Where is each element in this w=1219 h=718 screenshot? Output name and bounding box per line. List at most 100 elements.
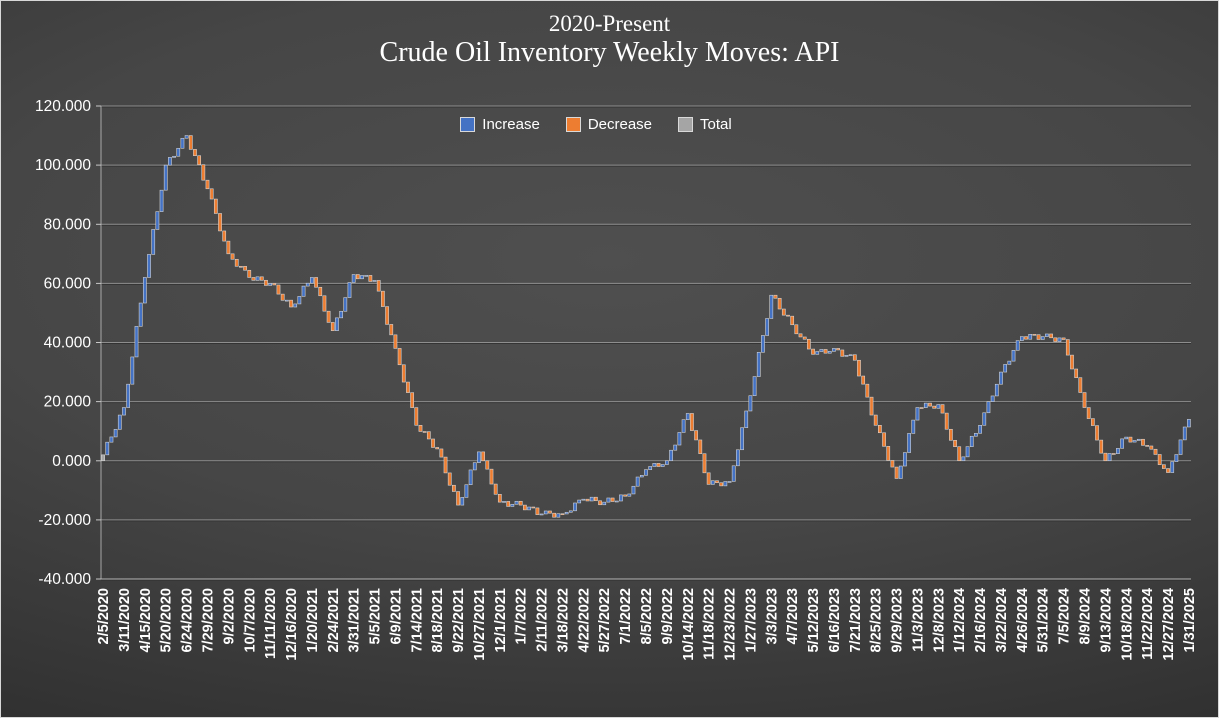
waterfall-bar	[556, 513, 561, 518]
waterfall-bar	[514, 500, 519, 505]
waterfall-bar	[314, 277, 318, 288]
waterfall-bar	[234, 258, 239, 267]
waterfall-bar	[268, 283, 272, 286]
waterfall-bar	[293, 303, 298, 308]
legend-item-total[interactable]: Total	[678, 116, 732, 133]
waterfall-bar	[247, 269, 252, 278]
waterfall-bar	[264, 279, 268, 286]
waterfall-bar	[243, 266, 247, 271]
waterfall-bar	[347, 282, 352, 298]
waterfall-bar	[456, 491, 460, 506]
waterfall-bar	[168, 157, 172, 166]
x-axis-label: 6/16/2023	[827, 588, 843, 653]
y-axis-label: 60.000	[44, 275, 92, 292]
waterfall-bar	[911, 419, 916, 434]
waterfall-bar	[1124, 436, 1129, 440]
waterfall-bar	[1095, 425, 1099, 441]
waterfall-bar	[1020, 336, 1024, 341]
waterfall-bar	[151, 229, 156, 255]
waterfall-bar	[1153, 448, 1158, 455]
waterfall-bar	[999, 371, 1003, 385]
waterfall-bar	[343, 297, 348, 312]
legend-label-decrease: Decrease	[587, 116, 653, 133]
waterfall-bar	[176, 147, 181, 157]
y-axis-label: -40.000	[38, 571, 91, 588]
waterfall-bar	[710, 480, 715, 485]
waterfall-bar	[815, 351, 820, 355]
waterfall-bar	[414, 407, 419, 426]
waterfall-bar	[781, 308, 786, 316]
x-axis-label: 12/23/2022	[723, 588, 739, 661]
waterfall-bar	[598, 500, 602, 506]
x-axis-label: 6/9/2021	[388, 588, 404, 644]
waterfall-bar	[113, 429, 118, 438]
x-axis-label: 8/5/2022	[639, 588, 655, 644]
waterfall-bar	[435, 447, 440, 450]
waterfall-bar	[184, 135, 189, 139]
waterfall-bar	[1065, 339, 1070, 356]
waterfall-bar	[1045, 333, 1049, 337]
waterfall-bar	[422, 431, 427, 433]
total-swatch-icon	[678, 117, 694, 132]
waterfall-bar	[239, 266, 243, 268]
waterfall-bar	[560, 513, 565, 515]
waterfall-bar	[944, 412, 949, 430]
waterfall-bar	[932, 405, 937, 409]
waterfall-bar	[669, 449, 673, 462]
waterfall-bar	[122, 407, 126, 416]
waterfall-bar	[644, 469, 648, 476]
waterfall-bar	[878, 425, 882, 434]
y-axis-label: 40.000	[44, 335, 92, 352]
legend-item-increase[interactable]: Increase	[460, 116, 540, 133]
waterfall-bar	[677, 432, 682, 446]
x-axis-label: 11/18/2022	[702, 588, 718, 660]
waterfall-bar	[406, 381, 410, 393]
waterfall-bar	[736, 449, 740, 467]
x-axis-label: 10/14/2022	[681, 588, 697, 661]
waterfall-bar	[840, 349, 845, 357]
waterfall-bar	[673, 444, 678, 451]
waterfall-bar	[769, 294, 774, 319]
waterfall-bar	[869, 396, 874, 416]
waterfall-bar	[568, 510, 573, 513]
waterfall-bar	[852, 354, 857, 361]
waterfall-bar	[1028, 334, 1033, 340]
waterfall-bar	[472, 462, 477, 471]
x-axis-label: 7/14/2021	[409, 588, 425, 653]
x-axis-label: 12/1/2021	[493, 588, 509, 653]
waterfall-bar	[418, 425, 423, 432]
waterfall-bar	[994, 383, 999, 397]
waterfall-bar	[230, 253, 235, 260]
waterfall-bar	[1116, 448, 1120, 454]
x-axis-label: 4/7/2023	[785, 588, 801, 644]
waterfall-bar	[506, 501, 511, 507]
waterfall-bar	[807, 338, 811, 350]
waterfall-bar	[397, 348, 402, 366]
waterfall-bar	[1015, 340, 1020, 351]
waterfall-bar	[410, 392, 414, 408]
waterfall-bar	[351, 274, 356, 283]
y-axis-label: 120.000	[35, 98, 91, 115]
waterfall-bar	[335, 317, 339, 331]
waterfall-bar	[1157, 454, 1162, 465]
x-axis-label: 8/9/2024	[1078, 588, 1094, 644]
x-axis-label: 12/16/2020	[284, 588, 300, 661]
waterfall-bar	[589, 496, 594, 502]
x-axis-label: 2/24/2021	[326, 588, 342, 653]
waterfall-bar	[965, 446, 970, 458]
waterfall-bar	[1086, 407, 1091, 419]
waterfall-bar	[890, 460, 895, 468]
waterfall-bar	[756, 352, 761, 377]
waterfall-bar	[844, 355, 849, 357]
waterfall-bar	[773, 294, 778, 299]
waterfall-bar	[105, 441, 110, 456]
x-axis-label: 2/11/2022	[535, 588, 551, 652]
waterfall-bar	[477, 451, 481, 463]
legend-item-decrease[interactable]: Decrease	[565, 116, 653, 133]
waterfall-bar	[639, 475, 644, 478]
waterfall-bar	[452, 484, 456, 492]
waterfall-bar	[1149, 445, 1154, 450]
waterfall-bar	[1132, 440, 1137, 443]
x-axis-label: 3/18/2022	[556, 588, 572, 653]
